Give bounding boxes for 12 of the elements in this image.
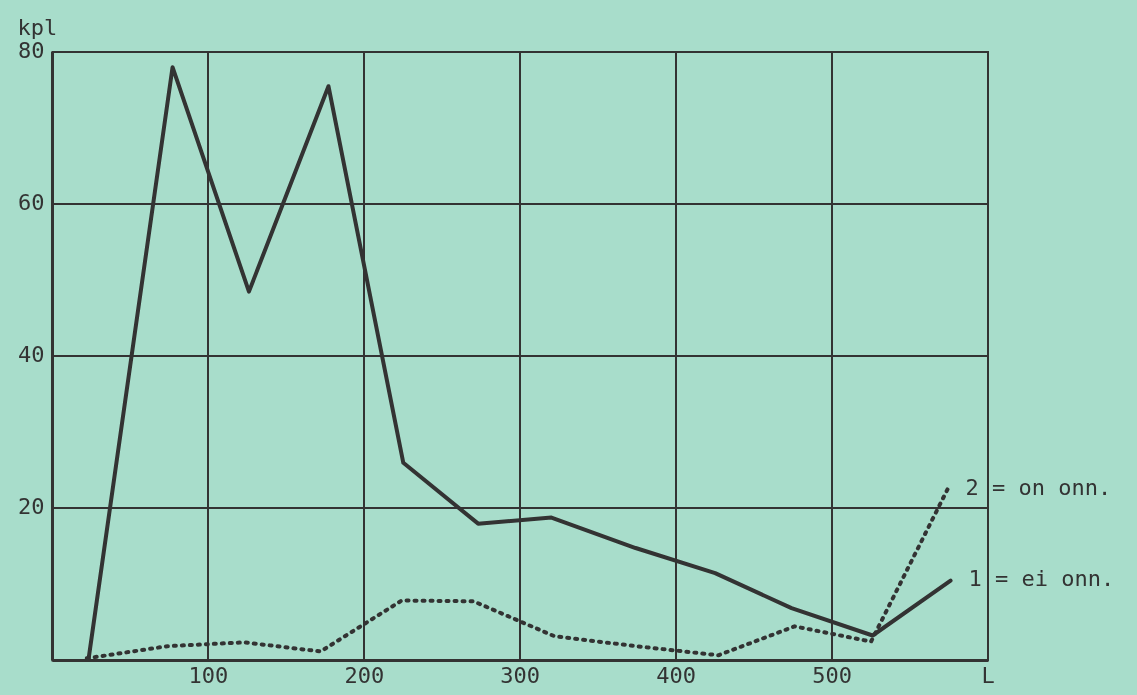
y-tick-label: 40 bbox=[17, 342, 45, 368]
x-tick-label: 200 bbox=[344, 662, 385, 688]
x-tick-label: 500 bbox=[812, 662, 852, 688]
y-tick-label: 20 bbox=[17, 494, 45, 520]
x-tick-label: 400 bbox=[656, 662, 697, 688]
y-axis-title: kpl bbox=[17, 14, 58, 40]
y-tick-label: 60 bbox=[17, 189, 45, 215]
series-label: 1 = ei onn. bbox=[968, 566, 1115, 592]
x-tick-label: 300 bbox=[500, 662, 541, 688]
x-axis-title: L bbox=[981, 663, 995, 689]
x-tick-label: 100 bbox=[188, 662, 229, 688]
series-label: 2 = on onn. bbox=[965, 475, 1112, 501]
